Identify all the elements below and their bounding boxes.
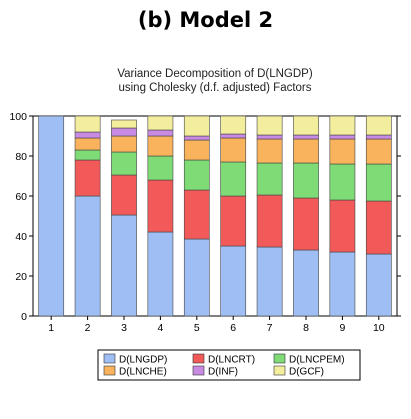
legend-label: D(LNCRT) — [208, 355, 255, 366]
x-tick-label: 5 — [194, 322, 200, 334]
x-tick-label: 7 — [267, 322, 273, 334]
legend-swatch — [273, 353, 286, 364]
legend-label: D(INF) — [208, 367, 238, 378]
bar-segment — [256, 138, 283, 164]
bar-segment — [183, 238, 210, 317]
bar-segment — [256, 162, 283, 196]
legend-label: D(LNGDP) — [119, 355, 167, 366]
bar-segment — [111, 174, 137, 216]
figure-heading: (b) Model 2 — [137, 8, 274, 32]
bar-segment — [74, 137, 101, 151]
chart-title-line-2: using Cholesky (d.f. adjusted) Factors — [118, 82, 311, 94]
bar-segment — [220, 115, 247, 135]
bar-segment — [111, 151, 137, 176]
bar-segment — [220, 137, 247, 163]
y-tick-label: 40 — [15, 231, 27, 243]
bar-segment — [329, 199, 356, 253]
legend-swatch — [103, 365, 116, 376]
legend-box — [97, 349, 361, 381]
bar-segment — [183, 139, 210, 161]
x-tick-label: 9 — [339, 322, 345, 334]
bar-segment — [147, 115, 174, 131]
bar-segment — [293, 138, 319, 164]
bar-segment — [147, 129, 174, 137]
bar-segment — [293, 249, 319, 317]
bar-segment — [74, 131, 101, 139]
bar-segment — [220, 161, 247, 197]
x-tick-label: 6 — [230, 322, 236, 334]
bar-segment — [365, 134, 392, 140]
bar-segment — [183, 159, 210, 191]
bar-segment — [293, 197, 319, 251]
bar-segment — [256, 246, 283, 317]
bar-segment — [329, 134, 356, 140]
bar-segment — [365, 115, 392, 136]
y-tick-label: 20 — [15, 271, 27, 283]
bar-segment — [74, 195, 101, 317]
bar-segment — [220, 195, 247, 247]
x-tick-label: 10 — [373, 322, 385, 334]
bar-segment — [74, 149, 101, 161]
bar-segment — [256, 134, 283, 140]
bar-segment — [147, 135, 174, 157]
bar-segment — [256, 194, 283, 248]
bar-segment — [147, 231, 174, 317]
bar-segment — [111, 127, 137, 137]
y-tick-label: 0 — [21, 311, 27, 323]
x-tick-label: 2 — [85, 322, 91, 334]
bar-segment — [183, 135, 210, 141]
bar-segment — [147, 179, 174, 233]
plot-frame — [32, 115, 398, 317]
legend-label: D(LNCHE) — [119, 367, 167, 378]
bar-segment — [256, 115, 283, 136]
x-tick-label: 1 — [48, 322, 54, 334]
bar-segment — [147, 155, 174, 181]
legend-swatch — [273, 365, 286, 376]
bar-segment — [74, 115, 101, 133]
legend-swatch — [192, 365, 205, 376]
legend-swatch — [103, 353, 116, 364]
x-tick-label: 3 — [121, 322, 127, 334]
legend-label: D(LNCPEM) — [289, 355, 345, 366]
legend-swatch — [192, 353, 205, 364]
bar-segment — [183, 115, 210, 137]
bar-segment — [183, 189, 210, 240]
bar-segment — [111, 214, 137, 317]
bar-segment — [293, 134, 319, 140]
bar-segment — [74, 159, 101, 197]
bar-segment — [111, 135, 137, 153]
bar-segment — [365, 200, 392, 255]
y-tick-label: 80 — [15, 151, 27, 163]
y-tick-label: 60 — [15, 191, 27, 203]
legend-label: D(GCF) — [289, 367, 324, 378]
bar-segment — [365, 163, 392, 202]
bar-segment — [329, 115, 356, 136]
bar-segment — [220, 133, 247, 139]
chart-title-line-1: Variance Decomposition of D(LNGDP) — [117, 68, 313, 80]
y-tick-label: 100 — [9, 111, 27, 123]
bar-segment — [365, 253, 392, 317]
bar-segment — [329, 251, 356, 317]
x-tick-label: 4 — [157, 322, 163, 334]
x-tick-label: 8 — [303, 322, 309, 334]
bar-segment — [38, 115, 65, 317]
bar-segment — [329, 163, 356, 201]
bar-segment — [329, 138, 356, 165]
bar-segment — [220, 245, 247, 317]
bar-segment — [365, 138, 392, 165]
bar-segment — [293, 115, 319, 136]
bar-segment — [293, 162, 319, 199]
bar-segment — [111, 119, 137, 129]
